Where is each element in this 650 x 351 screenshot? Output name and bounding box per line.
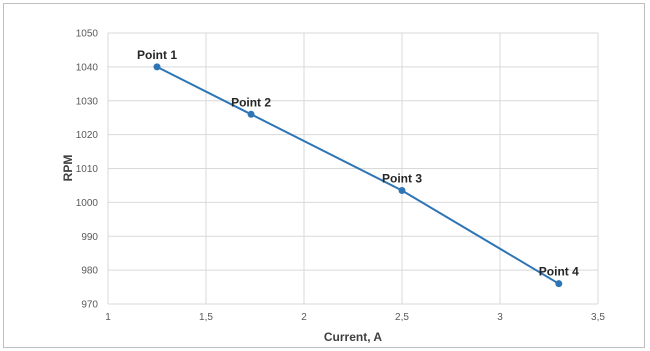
x-tick-label: 2,5 — [395, 312, 409, 323]
x-tick-label: 3,5 — [591, 312, 605, 323]
y-tick-label: 1040 — [76, 62, 99, 73]
x-axis-title: Current, A — [324, 330, 383, 344]
gridlines — [107, 32, 599, 305]
data-series — [153, 63, 563, 288]
point-label: Point 4 — [539, 265, 579, 279]
data-point — [398, 187, 406, 195]
y-tick-label: 970 — [81, 300, 98, 311]
y-tick-label: 1010 — [76, 164, 99, 175]
y-tick-label: 1030 — [76, 96, 99, 107]
x-tick-label: 3 — [497, 312, 503, 323]
y-tick-label: 1000 — [76, 198, 99, 209]
data-point — [153, 63, 161, 71]
y-tick-label: 990 — [81, 232, 98, 243]
data-point — [247, 110, 255, 118]
point-label: Point 3 — [382, 172, 422, 186]
y-axis-title: RPM — [61, 155, 75, 182]
x-tick-label: 1,5 — [199, 312, 213, 323]
point-label: Point 1 — [137, 48, 177, 62]
chart-frame — [3, 3, 645, 348]
y-tick-label: 1020 — [76, 130, 99, 141]
series-line — [156, 65, 560, 285]
y-tick-label: 980 — [81, 266, 98, 277]
data-point — [555, 280, 563, 288]
x-tick-label: 1 — [105, 312, 111, 323]
point-labels: Point 1 Point 2 Point 3 Point 4 — [137, 48, 579, 279]
y-tick-label: 1050 — [76, 29, 99, 40]
axes: 970 980 990 1000 1010 1020 1030 1040 1050 1 1,5 2 2,… — [76, 29, 606, 324]
x-tick-label: 2 — [301, 312, 307, 323]
point-label: Point 2 — [231, 95, 271, 109]
